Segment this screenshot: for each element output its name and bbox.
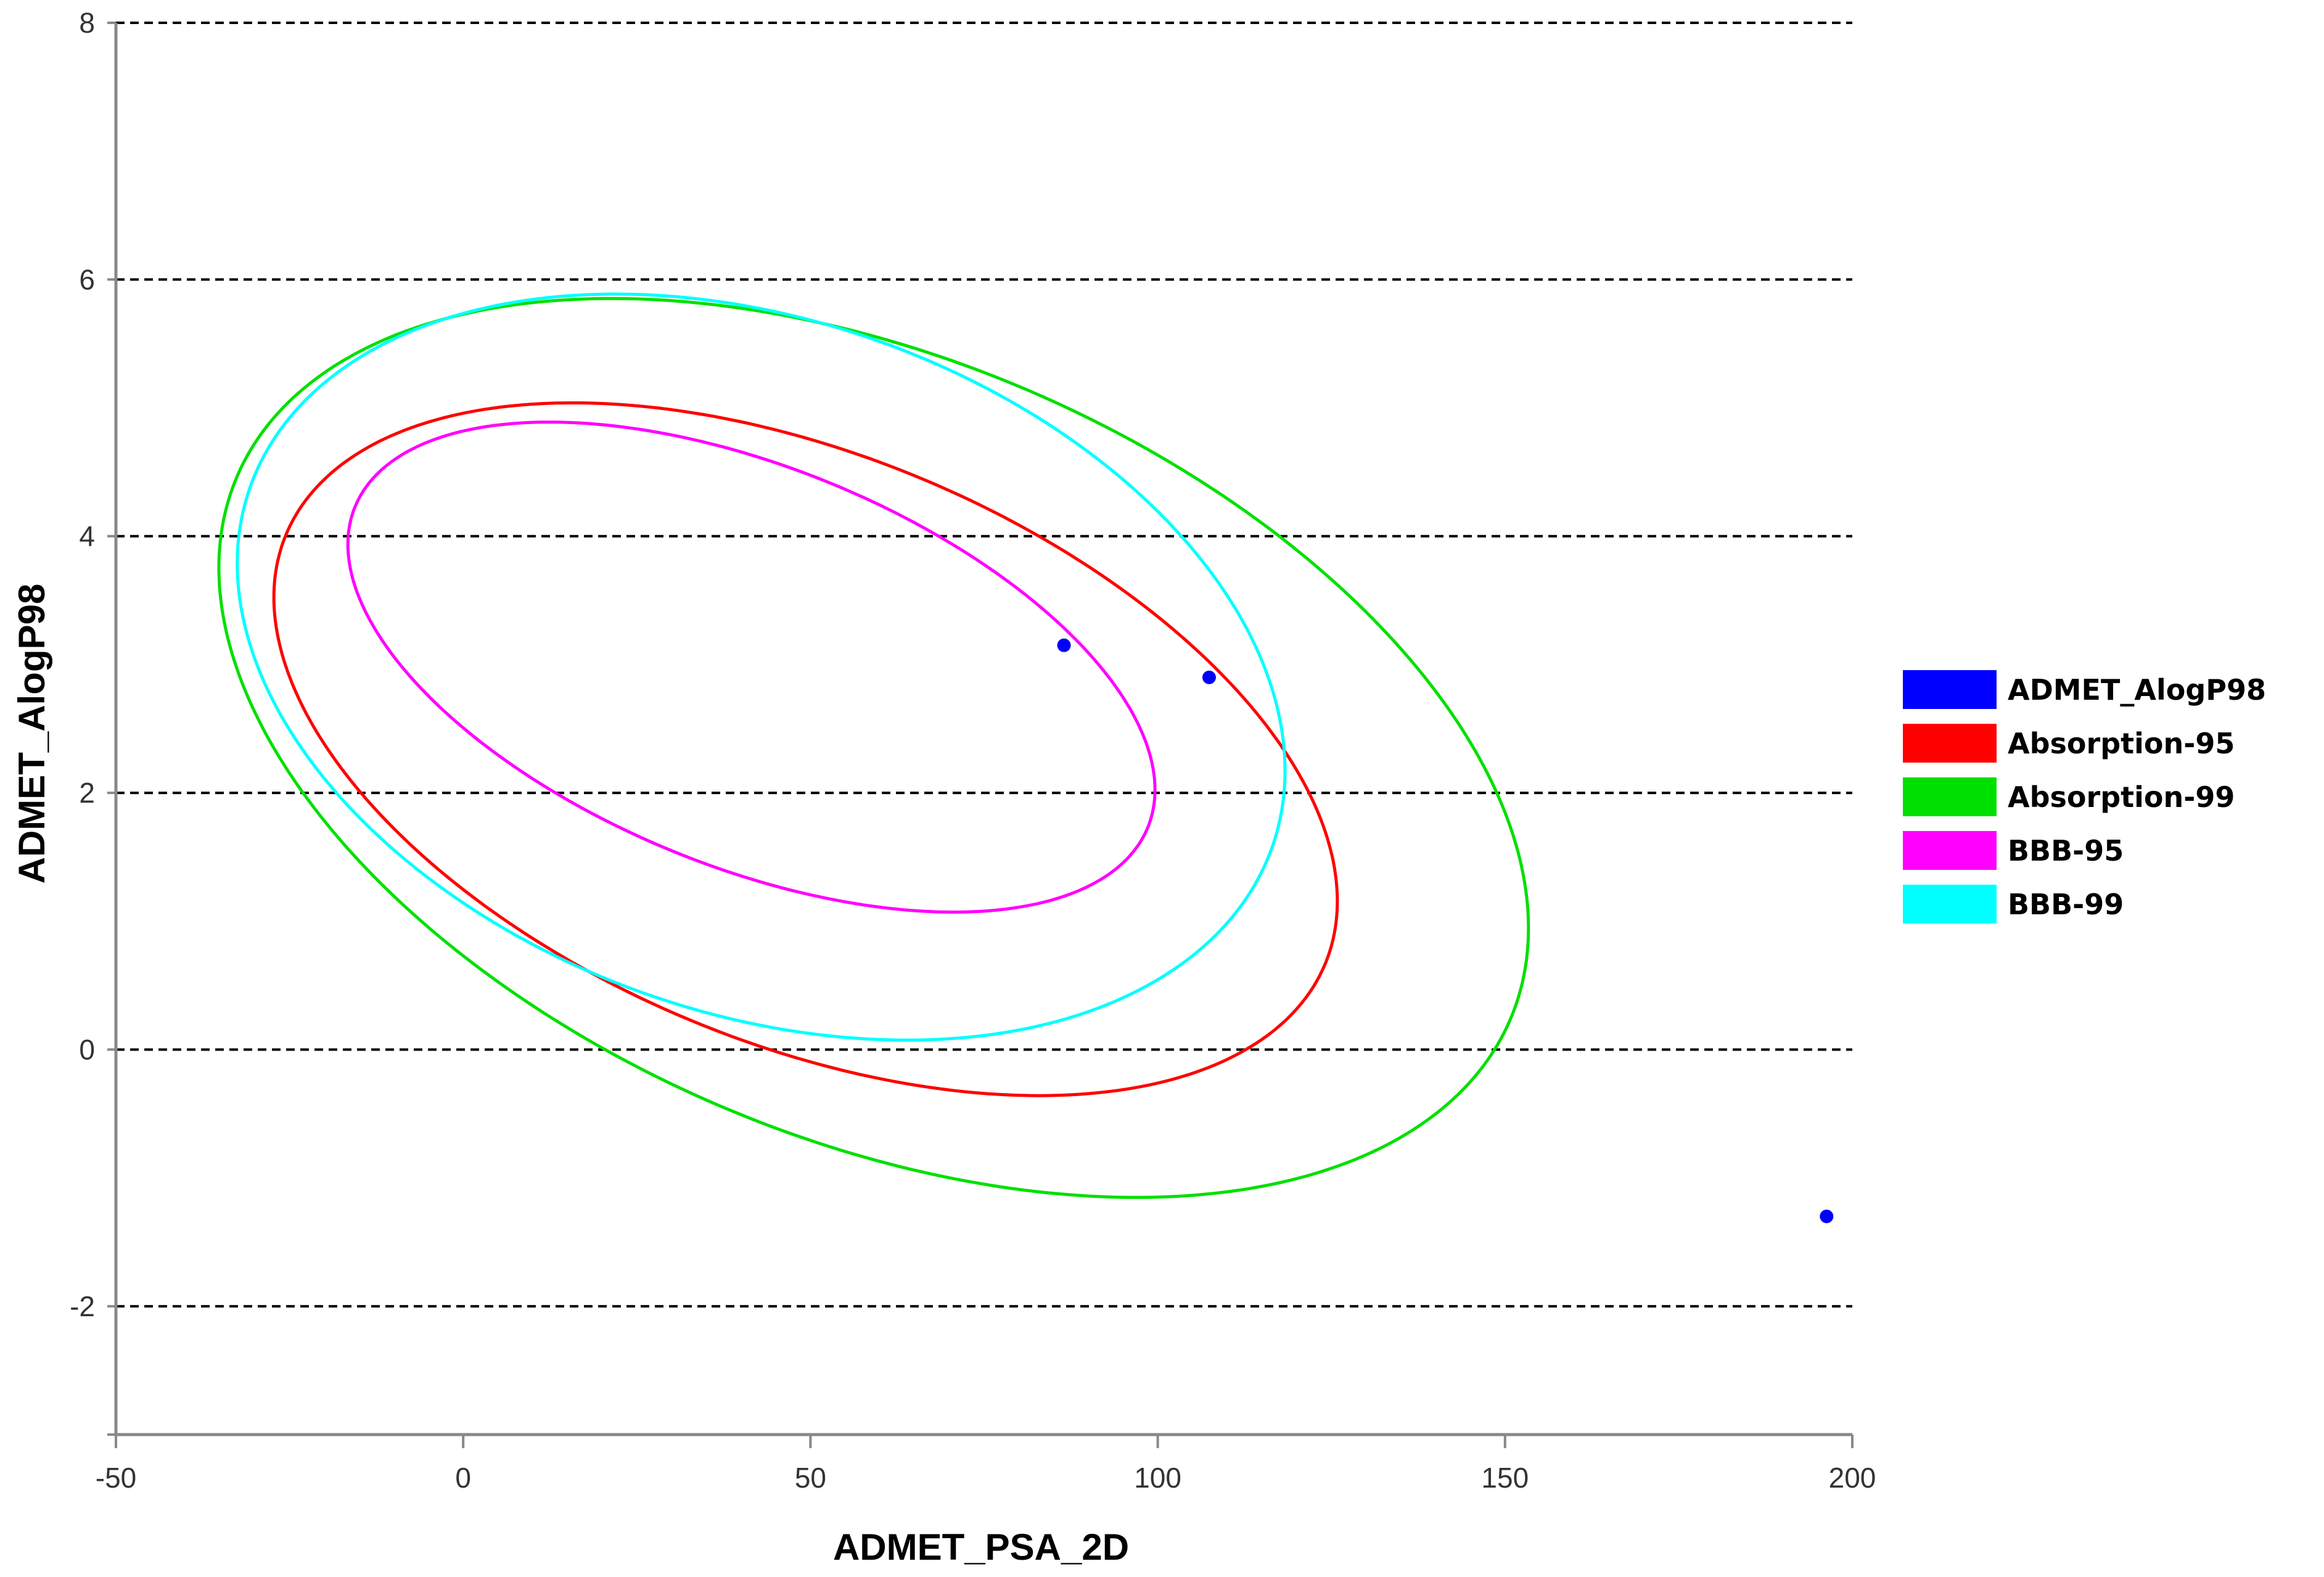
legend-label: BBB-99 [2008,888,2124,921]
x-tick-label: -50 [96,1462,136,1494]
y-tick-label: 8 [79,7,95,39]
legend-swatch [1903,724,1997,763]
legend-label: ADMET_AlogP98 [2008,673,2266,707]
ellipse-bbb-99 [236,292,1287,1042]
legend-label: BBB-95 [2008,834,2124,867]
legend: ADMET_AlogP98 Absorption-95 Absorption-99 B… [1903,670,2266,924]
axes: -2 0 2 4 6 8 -50 0 50 100 150 200 [70,7,1876,1494]
y-axis-title: ADMET_AlogP98 [11,584,52,884]
x-axis-title: ADMET_PSA_2D [833,1526,1129,1568]
y-tick-label: 6 [79,263,95,295]
legend-swatch [1903,777,1997,816]
x-tick-label: 150 [1481,1462,1529,1494]
ellipse-absorption-99 [217,297,1530,1199]
legend-label: Absorption-95 [2008,727,2235,760]
data-points [1057,638,1834,1224]
y-tick-label: -2 [70,1290,95,1322]
x-tick-label: 200 [1829,1462,1876,1494]
legend-label: Absorption-99 [2008,780,2235,814]
legend-swatch [1903,670,1997,709]
data-point [1202,670,1216,684]
y-tick-label: 0 [79,1033,95,1065]
data-point [1057,638,1071,652]
legend-swatch [1903,831,1997,870]
x-tick-label: 50 [795,1462,826,1494]
y-tick-label: 2 [79,777,95,809]
ellipses [217,292,1530,1199]
ellipse-bbb-95 [346,420,1157,914]
x-tick-label: 100 [1134,1462,1181,1494]
legend-swatch [1903,885,1997,924]
y-tick-label: 4 [79,520,95,552]
ellipse-absorption-95 [272,401,1339,1097]
x-tick-label: 0 [455,1462,471,1494]
grid-lines [116,22,1852,1308]
data-point [1820,1210,1834,1224]
